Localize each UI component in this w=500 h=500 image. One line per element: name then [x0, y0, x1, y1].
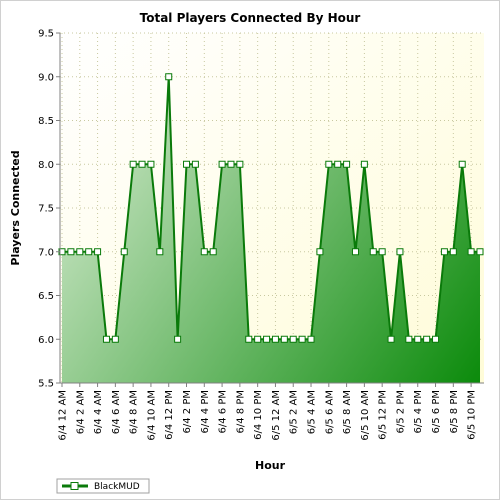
- data-point: [85, 248, 93, 256]
- x-tick-label: 6/4 8 AM: [129, 390, 140, 434]
- data-point: [387, 335, 395, 343]
- data-point: [138, 160, 146, 168]
- legend-series-label: BlackMUD: [94, 482, 140, 492]
- y-axis-ticks: 5.5 6.0 6.5 7.0 7.5 8.0 8.5 9.0 9.5: [38, 29, 60, 390]
- x-tick-label: 6/5 4 AM: [307, 390, 318, 434]
- data-point: [307, 335, 315, 343]
- x-tick-label: 6/5 6 PM: [431, 390, 442, 433]
- x-tick-label: 6/4 2 AM: [75, 390, 86, 434]
- data-point: [289, 335, 297, 343]
- legend-box: [56, 478, 150, 494]
- data-point: [360, 160, 368, 168]
- x-tick-label: 6/4 10 AM: [146, 390, 157, 441]
- data-point: [147, 160, 155, 168]
- data-point: [378, 248, 386, 256]
- data-point: [254, 335, 262, 343]
- data-point: [476, 248, 484, 256]
- series-area: [62, 76, 480, 383]
- data-point: [94, 248, 102, 256]
- data-point: [209, 248, 217, 256]
- data-point: [227, 160, 235, 168]
- data-point: [432, 335, 440, 343]
- data-point: [111, 335, 119, 343]
- x-tick-label: 6/5 8 AM: [342, 390, 353, 434]
- data-point: [351, 248, 359, 256]
- x-tick-label: 6/5 10 AM: [360, 390, 371, 441]
- x-axis-ticks: 6/4 12 AM 6/4 2 AM 6/4 4 AM 6/4 6 AM 6/4 8 A…: [58, 383, 478, 441]
- area-layer: [62, 76, 480, 383]
- data-point: [165, 73, 173, 81]
- y-tick-label: 8.0: [38, 160, 54, 171]
- data-point: [440, 248, 448, 256]
- data-point: [102, 335, 110, 343]
- y-tick-label: 5.5: [38, 379, 54, 390]
- data-point: [76, 248, 84, 256]
- y-tick-label: 6.5: [38, 291, 54, 302]
- x-tick-label: 6/5 6 AM: [324, 390, 335, 434]
- x-tick-label: 6/4 6 AM: [111, 390, 122, 434]
- data-point: [423, 335, 431, 343]
- data-point: [236, 160, 244, 168]
- data-point: [280, 335, 288, 343]
- data-point: [414, 335, 422, 343]
- x-tick-label: 6/4 12 PM: [164, 390, 175, 440]
- data-point: [129, 160, 137, 168]
- data-point: [263, 335, 271, 343]
- data-point: [271, 335, 279, 343]
- x-tick-label: 6/4 10 PM: [253, 390, 264, 440]
- x-tick-label: 6/5 8 PM: [449, 390, 460, 433]
- data-point: [200, 248, 208, 256]
- x-tick-label: 6/4 6 PM: [218, 390, 229, 433]
- y-tick-label: 9.0: [38, 72, 54, 83]
- x-tick-label: 6/4 4 PM: [200, 390, 211, 433]
- data-point: [369, 248, 377, 256]
- x-tick-label: 6/5 2 AM: [289, 390, 300, 434]
- y-tick-label: 7.0: [38, 247, 54, 258]
- legend: BlackMUD: [56, 478, 150, 494]
- data-point: [343, 160, 351, 168]
- data-point: [218, 160, 226, 168]
- x-tick-label: 6/5 12 PM: [378, 390, 389, 440]
- point-layer: [58, 73, 484, 343]
- data-point: [316, 248, 324, 256]
- x-tick-label: 6/4 8 PM: [235, 390, 246, 433]
- data-point: [298, 335, 306, 343]
- x-tick-label: 6/4 12 AM: [58, 390, 69, 441]
- x-tick-label: 6/5 10 PM: [467, 390, 478, 440]
- data-point: [449, 248, 457, 256]
- data-point: [67, 248, 75, 256]
- y-axis-label: Players Connected: [9, 150, 22, 265]
- data-point: [325, 160, 333, 168]
- data-point: [156, 248, 164, 256]
- data-point: [458, 160, 466, 168]
- y-tick-label: 6.0: [38, 335, 54, 346]
- y-tick-label: 8.5: [38, 116, 54, 127]
- x-tick-label: 6/5 2 PM: [395, 390, 406, 433]
- x-tick-label: 6/5 4 PM: [413, 390, 424, 433]
- x-axis-label: Hour: [255, 459, 286, 472]
- y-tick-label: 7.5: [38, 204, 54, 215]
- x-tick-label: 6/4 2 PM: [182, 390, 193, 433]
- chart-title: Total Players Connected By Hour: [140, 11, 361, 25]
- data-point: [405, 335, 413, 343]
- data-point: [245, 335, 253, 343]
- data-point: [334, 160, 342, 168]
- data-point: [467, 248, 475, 256]
- data-point: [120, 248, 128, 256]
- legend-swatch-marker: [70, 482, 79, 490]
- data-point: [396, 248, 404, 256]
- data-point: [191, 160, 199, 168]
- data-point: [183, 160, 191, 168]
- x-tick-label: 6/5 12 AM: [271, 390, 282, 441]
- x-tick-label: 6/4 4 AM: [93, 390, 104, 434]
- data-point: [174, 335, 182, 343]
- y-tick-label: 9.5: [38, 29, 54, 40]
